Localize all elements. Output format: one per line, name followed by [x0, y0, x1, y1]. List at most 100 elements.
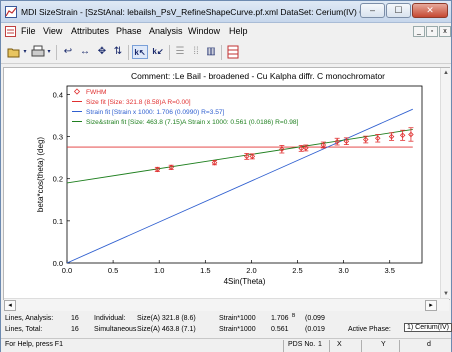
individual-strain-label: Strain*1000	[219, 315, 256, 322]
document-icon[interactable]	[5, 26, 16, 37]
vertical-arrows-icon[interactable]: ⇅	[113, 46, 123, 57]
data-point	[279, 146, 285, 152]
x-tick-label: 0.0	[62, 266, 72, 275]
toolbar-separator	[128, 45, 129, 60]
menu-file[interactable]: File	[21, 26, 36, 36]
undo-curve-icon[interactable]: ↩	[63, 46, 73, 57]
plot-axes: 0.0 0.5 1.0 1.5 2.0 2.5 3.0 3.5 0.0 0.1 0.2 0.3 0.4 4…	[36, 85, 423, 286]
maximize-button[interactable]: ☐	[386, 3, 411, 18]
data-point	[298, 145, 304, 152]
individual-size: Size(A) 321.8 (8.6)	[137, 315, 196, 322]
menu-attributes[interactable]: Attributes	[71, 26, 110, 36]
legend-entry: Size fit [Size: 321.8 (8.58)A R=0.00]	[86, 99, 191, 106]
pointer-t-icon[interactable]: k↙	[152, 47, 164, 56]
scroll-left-arrow-icon[interactable]: ◂	[4, 300, 16, 311]
data-points	[154, 127, 414, 173]
simultaneous-strain-value: 0.561	[271, 326, 289, 333]
menu-view[interactable]: View	[43, 26, 63, 36]
vertical-scrollbar[interactable]: ▲ ▼	[440, 68, 450, 299]
x-tick-label: 3.5	[385, 266, 395, 275]
plot-comment: Comment: :Le Bail - broadened - Cu Kalph…	[131, 71, 385, 81]
app-icon	[5, 6, 17, 18]
y-axis-label: beta*cos(theta) (deg)	[36, 137, 45, 212]
x-tick-label: 3.0	[338, 266, 348, 275]
d-label: d	[427, 341, 431, 348]
data-point	[320, 142, 327, 148]
scroll-down-arrow-icon[interactable]: ▼	[443, 291, 449, 297]
toolbar-separator	[169, 45, 170, 60]
dropdown-arrow-icon[interactable]: ▾	[47, 49, 51, 55]
plot-area: Comment: :Le Bail - broadened - Cu Kalph…	[3, 67, 450, 300]
menu-window[interactable]: Window	[188, 26, 221, 36]
data-point	[334, 138, 340, 145]
individual-strain-value: 1.706	[271, 315, 289, 322]
mdi-close-button[interactable]: x	[439, 26, 451, 37]
menu-analysis[interactable]: Analysis	[149, 26, 183, 36]
bar-chart-icon[interactable]: ▥	[206, 46, 216, 57]
fit-line	[66, 128, 413, 184]
grid-icon[interactable]: ⁞⁞	[193, 46, 199, 57]
move-icon[interactable]: ✥	[97, 46, 107, 57]
data-point	[343, 138, 350, 144]
strain-superscript: B	[292, 313, 296, 319]
active-phase-select[interactable]: 1) Cerium(IV)	[404, 323, 452, 332]
y-tick-label: 0.0	[53, 259, 63, 268]
analysis-info-panel: Lines, Analysis: 16 Individual: Size(A) …	[3, 312, 452, 337]
legend: FWHM Size fit [Size: 321.8 (8.58)A R=0.00…	[72, 88, 299, 126]
simultaneous-strain-label: Strain*1000	[219, 326, 256, 333]
data-point	[211, 159, 218, 166]
minimize-button[interactable]: –	[360, 3, 385, 18]
x-axis-label: 4Sin(Theta)	[224, 277, 266, 286]
mdi-minimize-button[interactable]: _	[413, 26, 425, 37]
lines-total-count: 16	[71, 326, 79, 333]
lines-icon[interactable]: ☰	[175, 46, 185, 57]
legend-marker	[73, 88, 81, 95]
status-pane	[283, 340, 284, 352]
close-button[interactable]: ✕	[412, 3, 448, 18]
x-tick-label: 0.5	[108, 266, 118, 275]
x-tick-label: 2.5	[292, 266, 302, 275]
legend-entry: FWHM	[86, 89, 107, 96]
scroll-right-arrow-icon[interactable]: ▸	[425, 300, 437, 311]
toolbar-separator	[56, 45, 57, 60]
data-point	[399, 132, 406, 139]
dropdown-arrow-icon[interactable]: ▾	[23, 49, 27, 55]
x-tick-label: 2.0	[246, 266, 256, 275]
data-point	[408, 131, 414, 138]
x-tick-label: 1.5	[200, 266, 210, 275]
status-pane	[361, 340, 362, 352]
toolbar-separator	[221, 45, 222, 60]
scroll-up-arrow-icon[interactable]: ▲	[443, 70, 449, 76]
window-title: MDI SizeStrain - [SzStAnal: lebailsh_PsV…	[21, 7, 384, 17]
x-tick-label: 1.0	[154, 266, 164, 275]
horizontal-scrollbar[interactable]: ◂ ▸	[4, 298, 449, 311]
toolbar: ▾ ▾ ↩ ↔ ✥ ⇅ k↖ k↙ ☰ ⁞⁞ ▥	[1, 40, 451, 64]
print-icon[interactable]	[31, 45, 45, 59]
mdi-restore-button[interactable]: ▫	[426, 26, 438, 37]
plot-frame	[66, 85, 423, 264]
pointer-k-icon[interactable]: k↖	[132, 45, 148, 59]
data-point	[388, 133, 395, 140]
plot-svg: Comment: :Le Bail - broadened - Cu Kalph…	[36, 71, 423, 286]
active-phase-label: Active Phase:	[348, 326, 391, 333]
lines-analysis-label: Lines, Analysis:	[5, 315, 54, 322]
lines-total-label: Lines, Total:	[5, 326, 43, 333]
menu-phase[interactable]: Phase	[116, 26, 142, 36]
table-icon[interactable]	[227, 45, 239, 59]
individual-strain-error: (0.099	[305, 315, 325, 322]
y-tick-label: 0.4	[53, 90, 63, 99]
data-point	[303, 145, 309, 151]
open-file-icon[interactable]	[7, 45, 21, 59]
pds-label: PDS No.	[288, 341, 316, 348]
data-point	[244, 153, 250, 160]
y-tick-label: 0.3	[53, 133, 63, 142]
simultaneous-size: Size(A) 463.8 (7.1)	[137, 326, 196, 333]
simultaneous-strain-error: (0.019	[305, 326, 325, 333]
lines-analysis-count: 16	[71, 315, 79, 322]
fit-lines	[66, 108, 413, 264]
menu-help[interactable]: Help	[229, 26, 248, 36]
status-help-text: For Help, press F1	[5, 341, 63, 348]
individual-label: Individual:	[94, 315, 126, 322]
horizontal-arrows-icon[interactable]: ↔	[80, 46, 90, 57]
title-bar[interactable]: MDI SizeStrain - [SzStAnal: lebailsh_PsV…	[1, 1, 451, 23]
